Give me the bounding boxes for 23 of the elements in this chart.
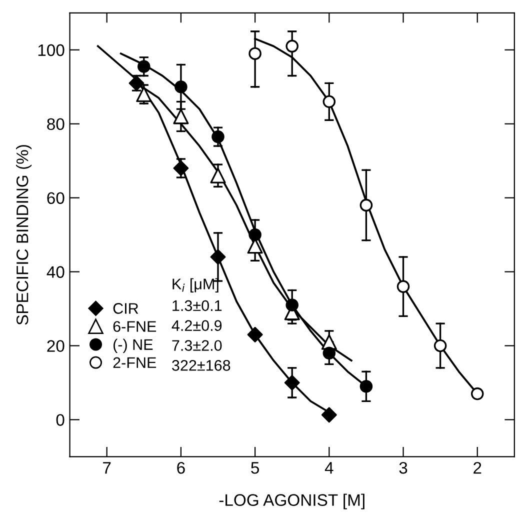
y-tick-label: 100 (38, 44, 64, 56)
x-tick-label: 5 (251, 462, 259, 474)
annotation: 1.3±0.1 (172, 300, 222, 312)
annotation: 7.3±2.0 (172, 340, 222, 351)
y-tick-label: 40 (46, 266, 64, 278)
annotation: K$_{i}$ [μM] (172, 278, 218, 292)
annotation: 322±168 (172, 360, 230, 371)
legend-label: (-) NE (114, 338, 153, 353)
legend-label: 2-FNE (113, 357, 156, 368)
legend-label: CIR (113, 303, 138, 314)
annotation: 4.2±0.9 (172, 320, 222, 331)
y-axis-title: SPECIFIC BINDING (%) (16, 145, 32, 325)
y-tick-label: 60 (47, 192, 64, 204)
x-tick-label: 6 (177, 462, 185, 474)
y-tick-label: 0 (56, 414, 64, 426)
y-tick-label: 80 (47, 118, 64, 130)
x-tick-label: 7 (103, 462, 111, 474)
x-tick-label: 2 (474, 462, 482, 474)
y-tick-label: 20 (47, 340, 64, 352)
x-tick-label: 4 (324, 462, 334, 474)
x-axis-title: -LOG AGONIST [M] (219, 494, 364, 510)
x-tick-label: 3 (399, 462, 408, 474)
legend-label: 6-FNE (113, 321, 156, 332)
